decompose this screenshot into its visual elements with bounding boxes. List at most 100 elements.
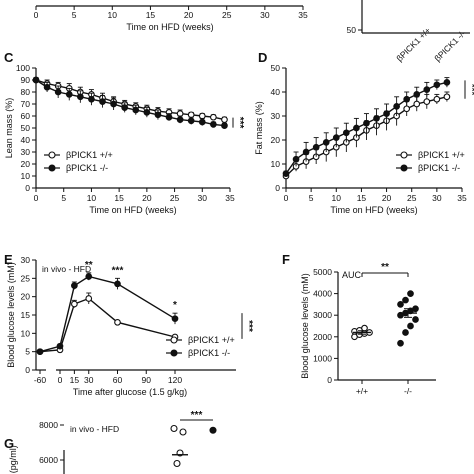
y-tick-label: 10 (21, 171, 31, 181)
chart-title: AUC (342, 270, 362, 280)
x-tick-label: 30 (198, 193, 208, 203)
top-x-tick-label: 0 (34, 10, 39, 20)
ko-data-point (85, 273, 93, 280)
x-tick-label: 15 (357, 193, 367, 203)
y-tick-label: 25 (21, 273, 31, 283)
panel-e-glucose-tolerance-chart: -60 0 15 30 60 90 120 0 5 10 15 20 25 30 Time after gl… (6, 255, 254, 397)
wt-data-point (114, 318, 121, 326)
x-tick-label: 15 (70, 375, 80, 385)
ko-data-point (32, 76, 40, 84)
ko-data-point (198, 118, 206, 126)
ko-data-point (187, 117, 195, 125)
panel-d-fat-mass-chart: 0 5 10 15 20 25 30 35 0 10 20 30 40 50 Time on HFD (we… (254, 63, 474, 215)
panel-g-insulin-chart: 6000 8000 lin (pg/ml) in vivo - HFD *** (8, 410, 217, 474)
top-x-tick-label: 30 (260, 10, 270, 20)
wt-data-point (403, 105, 411, 113)
y-tick-label: 100 (16, 63, 30, 73)
y-tick-label: 2000 (313, 332, 332, 342)
x-axis-label: Time on HFD (weeks) (89, 205, 176, 215)
x-tick-label: 10 (332, 193, 342, 203)
wt-data-point (173, 459, 181, 468)
ko-data-point (302, 148, 310, 156)
ko-data-point (292, 155, 300, 163)
y-axis-label: Blood glucose levels (mM) (300, 273, 310, 379)
x-tick-label: -60 (34, 375, 47, 385)
y-axis-label: Lean mass (%) (4, 98, 14, 159)
y-tick-label: 20 (271, 135, 281, 145)
ko-data-point (412, 305, 419, 313)
x-tick-label: 30 (432, 193, 442, 203)
ko-data-point (407, 290, 414, 297)
x-axis-label: Time on HFD (weeks) (330, 205, 417, 215)
y-tick-label: 15 (21, 310, 31, 320)
y-tick-label: 70 (21, 99, 31, 109)
x-tick-label: 20 (142, 193, 152, 203)
legend-label: βPICK1 +/+ (418, 150, 465, 160)
x-tick-label: 25 (170, 193, 180, 203)
y-tick-label: 80 (21, 87, 31, 97)
wt-data-point (443, 93, 451, 101)
ko-data-point (383, 110, 390, 117)
x-tick-label: 90 (142, 375, 152, 385)
ko-data-point (99, 98, 106, 105)
ko-data-point (221, 122, 228, 129)
ko-data-point (373, 115, 380, 122)
top-x-tick-label: 25 (222, 10, 232, 20)
y-tick-label: 0 (25, 183, 30, 193)
ko-data-point (209, 426, 217, 434)
y-tick-label: 0 (275, 183, 280, 193)
significance-stars: *** (466, 84, 474, 96)
y-tick-label: 8000 (39, 420, 58, 430)
wt-data-point (170, 424, 178, 433)
panel-c-lean-mass-chart: 0 5 10 15 20 25 30 35 0 10 20 30 40 50 60 70 80 90 100 Time… (4, 63, 245, 215)
wt-data-point (413, 100, 421, 108)
y-tick-label: 10 (21, 328, 31, 338)
legend-label: βPICK1 -/- (188, 348, 230, 358)
ko-data-point (143, 109, 151, 116)
legend-label: βPICK1 -/- (418, 163, 460, 173)
x-tick-label: 0 (58, 375, 63, 385)
ko-data-point (132, 106, 140, 114)
ko-data-point (48, 164, 56, 172)
y-tick-label: 90 (21, 75, 31, 85)
top-x-tick-label: 20 (184, 10, 194, 20)
wt-data-point (361, 324, 368, 332)
ko-data-point (154, 111, 162, 119)
wt-data-point (71, 300, 78, 308)
ko-data-point (433, 81, 441, 89)
wt-series-line (35, 79, 225, 121)
significance-stars: *** (243, 320, 254, 332)
ko-data-point (353, 124, 360, 132)
y-tick-label: 20 (21, 292, 31, 302)
y-tick-label: 6000 (39, 455, 58, 465)
top-right-category-0: βPICK1 +/+ (394, 25, 432, 63)
wt-data-point (48, 151, 56, 159)
ko-data-point (56, 342, 64, 350)
y-tick-label: 30 (21, 255, 31, 265)
x-tick-label: 10 (87, 193, 97, 203)
x-axis-label: Time after glucose (1.5 g/kg) (73, 387, 187, 397)
y-tick-label: 5 (25, 347, 30, 357)
panel-label-c: C (4, 50, 14, 65)
x-tick-label: 35 (225, 193, 235, 203)
wt-data-point (433, 95, 441, 103)
y-tick-label: 30 (21, 147, 31, 157)
ko-data-point (171, 315, 179, 323)
top-x-axis-label: Time on HFD (weeks) (126, 22, 213, 32)
ko-data-point (402, 329, 409, 336)
x-tick-label: 5 (309, 193, 314, 203)
ko-data-point (176, 116, 184, 123)
top-x-ticks: 0 5 10 15 20 25 30 35 (34, 6, 308, 20)
ko-data-point (397, 339, 404, 347)
y-tick-label: 50 (271, 63, 281, 73)
significance-stars: ** (381, 262, 389, 273)
legend-label: βPICK1 +/+ (188, 335, 235, 345)
y-tick-label: 30 (271, 111, 281, 121)
ko-data-point (43, 83, 51, 91)
y-tick-label: 10 (271, 159, 281, 169)
y-axis-label: lin (pg/ml) (8, 445, 18, 474)
panel-label-f: F (282, 252, 290, 267)
ko-data-point (76, 93, 84, 101)
panel-label-g: G (4, 436, 14, 451)
x-tick-label: 25 (407, 193, 417, 203)
